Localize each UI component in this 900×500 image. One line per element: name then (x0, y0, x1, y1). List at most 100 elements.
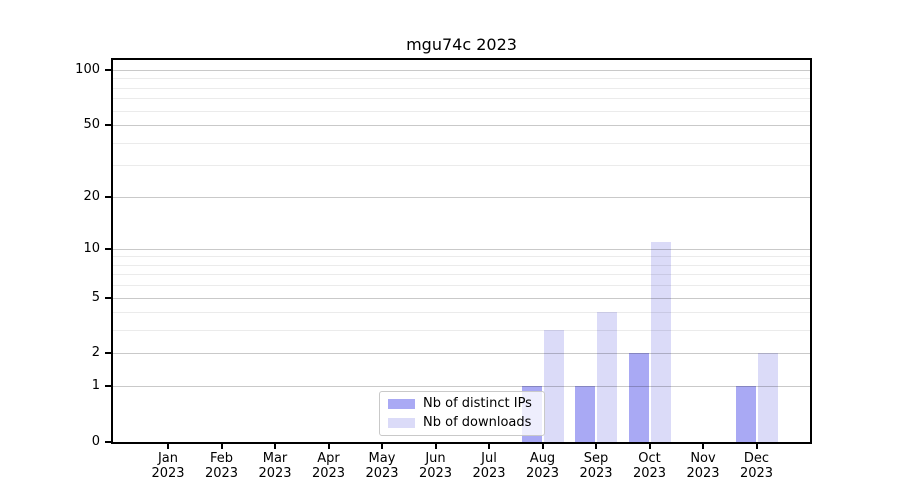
x-tick-month: May (368, 451, 396, 466)
x-tick (381, 444, 383, 449)
major-gridline (113, 70, 810, 71)
x-tick (595, 444, 597, 449)
y-tick (105, 69, 111, 71)
x-tick-year: 2023 (311, 466, 346, 481)
y-tick (105, 441, 111, 443)
legend-swatch (388, 418, 415, 428)
x-tick-month: Jul (481, 451, 497, 466)
minor-gridline (113, 274, 810, 276)
x-tick-year: 2023 (525, 466, 560, 481)
x-tick-year: 2023 (579, 466, 613, 481)
x-tick-month: Feb (209, 451, 234, 466)
minor-gridline (113, 98, 810, 100)
x-tick-year: 2023 (739, 466, 774, 481)
x-tick-year: 2023 (418, 466, 453, 481)
chart-title: mgu74c 2023 (406, 35, 517, 54)
minor-gridline (113, 78, 810, 80)
y-tick-label: 5 (91, 289, 100, 305)
x-tick-month: Apr (317, 451, 340, 466)
y-tick (105, 352, 111, 355)
y-tick-label: 0 (91, 434, 100, 449)
bar-sep-downloads (597, 312, 617, 442)
x-tick-label-feb: Feb 2023 (194, 451, 250, 481)
legend-swatch (388, 399, 415, 409)
y-tick-label: 100 (75, 62, 100, 77)
minor-gridline (113, 87, 810, 89)
x-tick-label-oct: Oct 2023 (622, 451, 678, 481)
x-tick-year: 2023 (686, 466, 720, 481)
y-tick-label: 50 (83, 117, 100, 133)
x-tick-month: Sep (583, 451, 609, 466)
y-tick-label: 2 (91, 345, 100, 361)
major-gridline (113, 248, 810, 250)
x-tick-year: 2023 (632, 466, 667, 481)
minor-gridline (113, 264, 810, 266)
legend-entry: Nb of distinct IPs (386, 396, 538, 412)
major-gridline (113, 353, 810, 355)
legend: Nb of distinct IPs Nb of downloads (379, 391, 545, 436)
x-tick (274, 444, 276, 449)
major-gridline (113, 196, 810, 198)
x-tick-label-nov: Nov 2023 (675, 451, 731, 481)
minor-gridline (113, 312, 810, 314)
legend-label: Nb of distinct IPs (423, 396, 532, 411)
x-tick-label-mar: Mar 2023 (247, 451, 303, 481)
bar-oct-downloads (650, 242, 671, 442)
bar-dec-distinct-ips (735, 386, 756, 442)
y-tick (105, 296, 111, 299)
plot-area (111, 58, 812, 444)
x-tick-month: Aug (529, 451, 556, 466)
legend-entry: Nb of downloads (386, 415, 538, 431)
x-tick-month: Oct (638, 451, 661, 466)
y-tick (105, 195, 111, 198)
minor-gridline (113, 142, 810, 144)
x-tick (167, 444, 169, 449)
bar-dec-downloads (757, 353, 778, 442)
x-tick (541, 444, 544, 449)
x-tick-month: Jun (425, 451, 446, 466)
x-tick-label-dec: Dec 2023 (729, 451, 785, 481)
x-tick-year: 2023 (365, 466, 399, 481)
x-tick-month: Jan (157, 451, 179, 466)
y-tick-label: 20 (83, 188, 100, 204)
x-tick (648, 444, 651, 449)
x-tick-month: Mar (262, 451, 288, 466)
x-tick-year: 2023 (151, 466, 185, 481)
x-tick-label-jun: Jun 2023 (408, 451, 464, 481)
x-tick-label-sep: Sep 2023 (568, 451, 624, 481)
x-tick-month: Nov (690, 451, 716, 466)
y-tick-label: 1 (91, 378, 100, 394)
x-tick-year: 2023 (472, 466, 506, 481)
minor-gridline (113, 285, 810, 287)
x-tick (327, 444, 330, 449)
x-tick-label-apr: Apr 2023 (301, 451, 357, 481)
minor-gridline (113, 256, 810, 258)
x-tick-label-aug: Aug 2023 (515, 451, 571, 481)
y-tick (105, 247, 111, 250)
x-tick-year: 2023 (258, 466, 292, 481)
bar-aug-downloads (543, 330, 564, 442)
bar-oct-distinct-ips (628, 353, 649, 442)
major-gridline (113, 386, 810, 388)
x-tick (220, 444, 223, 449)
x-tick (434, 444, 437, 449)
minor-gridline (113, 110, 810, 112)
x-tick (702, 444, 704, 449)
x-tick (488, 444, 490, 449)
minor-gridline (113, 165, 810, 167)
y-tick (105, 124, 111, 127)
x-tick-label-jan: Jan 2023 (140, 451, 196, 481)
x-tick-label-jul: Jul 2023 (461, 451, 517, 481)
minor-gridline (113, 330, 810, 332)
y-tick-label: 10 (83, 240, 100, 256)
x-tick (755, 444, 758, 449)
y-tick (105, 385, 111, 388)
bar-sep-distinct-ips (575, 386, 595, 442)
major-gridline (113, 125, 810, 127)
x-tick-label-may: May 2023 (354, 451, 410, 481)
legend-label: Nb of downloads (423, 415, 532, 430)
major-gridline (113, 297, 810, 299)
x-tick-month: Dec (743, 451, 770, 466)
x-tick-year: 2023 (204, 466, 239, 481)
